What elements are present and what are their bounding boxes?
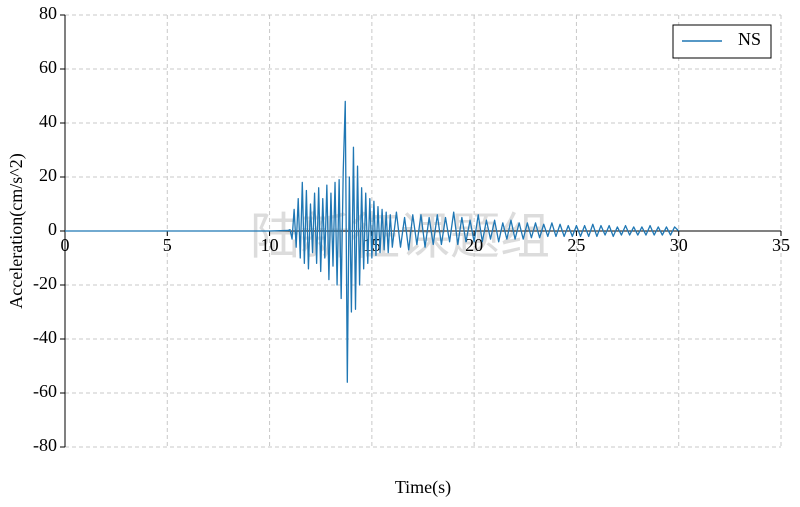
y-tick-label: 60 — [39, 57, 57, 77]
y-tick-label: 40 — [39, 111, 57, 131]
x-tick-label: 5 — [163, 235, 172, 255]
x-tick-label: 25 — [567, 235, 585, 255]
y-tick-label: -20 — [33, 273, 57, 293]
x-tick-label: 20 — [465, 235, 483, 255]
legend-label: NS — [738, 29, 761, 49]
x-axis-title: Time(s) — [395, 477, 451, 498]
y-tick-label: 80 — [39, 3, 57, 23]
y-tick-label: 20 — [39, 165, 57, 185]
y-axis-title: Acceleration(cm/s^2) — [6, 153, 27, 308]
legend: NS — [672, 24, 772, 59]
y-tick-label: -60 — [33, 381, 57, 401]
x-tick-label: 30 — [670, 235, 688, 255]
y-tick-label: 0 — [48, 219, 57, 239]
y-tick-label: -40 — [33, 327, 57, 347]
y-tick-label: -80 — [33, 435, 57, 455]
x-tick-label: 10 — [261, 235, 279, 255]
x-tick-label: 35 — [772, 235, 790, 255]
legend-box — [672, 24, 772, 59]
data-line — [65, 100, 680, 383]
